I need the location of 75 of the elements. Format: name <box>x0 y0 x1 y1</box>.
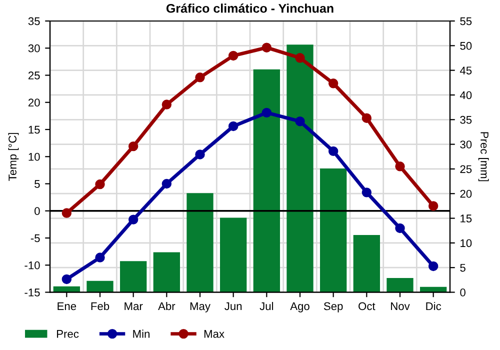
x-tick-label: Jun <box>224 302 242 310</box>
y2-axis-title: Prec [mm] <box>478 132 489 182</box>
bar <box>120 261 147 292</box>
x-tick-label: Sep <box>324 302 343 312</box>
x-tick-label: Oct <box>358 302 376 310</box>
point <box>162 178 172 189</box>
y-axis-title: Temp [°C] <box>8 132 19 181</box>
point <box>362 188 372 198</box>
y2-tick-label: 30 <box>460 140 472 148</box>
x-tick-label: Ene <box>58 302 76 310</box>
y2-tick-label: 45 <box>460 66 472 74</box>
y-tick-label: 15 <box>28 126 40 134</box>
point <box>195 150 205 160</box>
y-tick-label: 35 <box>28 17 40 26</box>
point <box>395 223 405 234</box>
bar <box>353 235 380 292</box>
point <box>228 50 238 61</box>
y2-tick-label: 55 <box>460 17 472 26</box>
y-tick-label: -10 <box>24 261 40 270</box>
y-tick-label: 5 <box>34 180 40 188</box>
y-tick-label: -15 <box>24 288 40 296</box>
legend-label: Min <box>133 330 150 338</box>
point <box>228 121 238 132</box>
point <box>295 53 305 63</box>
point <box>128 214 138 224</box>
y2-tick-label: 20 <box>460 190 472 198</box>
bar <box>386 278 414 292</box>
x-tick-label: May <box>190 302 210 312</box>
bar <box>320 168 347 292</box>
y-tick-label: 10 <box>28 152 40 161</box>
y-tick-label: -5 <box>30 234 40 242</box>
y2-tick-label: 5 <box>460 264 466 272</box>
bar <box>153 252 180 292</box>
point <box>295 116 305 126</box>
y-tick-label: 20 <box>28 98 40 107</box>
x-tick-label: Feb <box>91 302 110 310</box>
y2-tick-label: 40 <box>460 91 472 100</box>
bar <box>86 280 114 292</box>
point <box>95 252 105 262</box>
point <box>328 146 338 156</box>
y-tick-label: 30 <box>28 44 40 52</box>
y2-tick-label: 35 <box>460 116 472 124</box>
y-tick-label: 0 <box>34 207 40 216</box>
y2-tick-label: 10 <box>460 239 472 248</box>
y2-tick-label: 0 <box>460 288 466 296</box>
x-tick-label: Mar <box>124 302 143 310</box>
bar <box>253 69 280 292</box>
bar <box>186 193 214 292</box>
point <box>62 274 72 284</box>
bar <box>220 218 247 292</box>
x-tick-label: Abr <box>158 302 176 310</box>
y2-tick-label: 15 <box>460 214 472 222</box>
point <box>128 141 138 152</box>
chart-title: Gráfico climático - Yinchuan <box>166 4 334 13</box>
point <box>262 42 272 52</box>
y2-tick-label: 50 <box>460 42 472 50</box>
x-tick-label: Ago <box>290 302 310 312</box>
legend-label: Max <box>204 330 224 338</box>
point <box>395 162 405 172</box>
bar <box>286 44 314 292</box>
point <box>328 78 338 88</box>
x-tick-label: Nov <box>391 302 410 310</box>
point <box>262 108 272 118</box>
point <box>95 179 105 190</box>
x-tick-label: Dic <box>426 302 442 310</box>
point <box>428 201 438 211</box>
point <box>62 208 72 218</box>
point <box>362 113 372 123</box>
legend-label: Prec <box>57 330 79 338</box>
y-tick-label: 25 <box>28 72 40 80</box>
point <box>162 100 172 110</box>
y2-tick-label: 25 <box>460 165 472 174</box>
x-tick-label: Jul <box>260 302 274 310</box>
point <box>428 261 438 272</box>
point <box>195 72 205 82</box>
